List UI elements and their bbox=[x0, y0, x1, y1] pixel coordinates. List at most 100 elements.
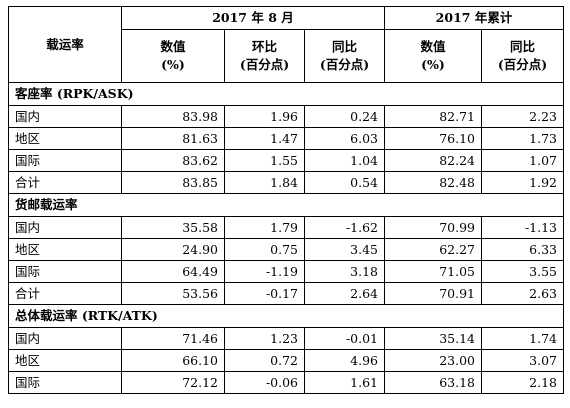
table-row: 国内 83.98 1.96 0.24 82.71 2.23 bbox=[8, 105, 564, 128]
month-mom-header-line2: (百分点) bbox=[239, 57, 290, 72]
cell-ytd-value: 70.99 bbox=[384, 216, 482, 239]
section-row: 总体载运率 (RTK/ATK) bbox=[8, 304, 564, 328]
cell-mom: 1.47 bbox=[224, 127, 305, 150]
cell-ytd-yoy: 1.73 bbox=[481, 127, 564, 150]
table-row: 国际 72.12 -0.06 1.61 63.18 2.18 bbox=[8, 371, 564, 394]
table-row: 国内 71.46 1.23 -0.01 35.14 1.74 bbox=[8, 327, 564, 350]
load-factor-table: 载运率 2017 年 8 月 2017 年累计 数值 (%) 环比 (百分点) … bbox=[8, 6, 564, 394]
cell-ytd-yoy: 2.63 bbox=[481, 282, 564, 305]
cell-ytd-value: 70.91 bbox=[384, 282, 482, 305]
row-label: 国际 bbox=[8, 371, 122, 394]
cell-yoy: 3.45 bbox=[304, 238, 385, 261]
row-label: 国内 bbox=[8, 216, 122, 239]
ytd-value-header-line1: 数值 bbox=[420, 39, 446, 54]
table-body: 客座率 (RPK/ASK) 国内 83.98 1.96 0.24 82.71 2.23 地区 8… bbox=[8, 82, 564, 394]
month-group-header: 2017 年 8 月 bbox=[121, 6, 385, 30]
cell-ytd-yoy: 1.92 bbox=[481, 171, 564, 194]
section-title: 货邮载运率 bbox=[8, 193, 564, 217]
table-row: 合计 83.85 1.84 0.54 82.48 1.92 bbox=[8, 171, 564, 194]
month-value-header: 数值 (%) bbox=[121, 29, 225, 83]
row-label-header: 载运率 bbox=[8, 6, 122, 83]
cell-mom: 1.96 bbox=[224, 105, 305, 128]
table-row: 地区 24.90 0.75 3.45 62.27 6.33 bbox=[8, 238, 564, 261]
cell-yoy: 1.61 bbox=[304, 371, 385, 394]
cell-month-value: 83.98 bbox=[121, 105, 225, 128]
cell-ytd-value: 35.14 bbox=[384, 327, 482, 350]
table-row: 国际 83.62 1.55 1.04 82.24 1.07 bbox=[8, 149, 564, 172]
cell-yoy: 0.54 bbox=[304, 171, 385, 194]
month-value-header-line2: (%) bbox=[161, 57, 185, 72]
cell-ytd-yoy: 1.07 bbox=[481, 149, 564, 172]
month-yoy-header: 同比 (百分点) bbox=[304, 29, 385, 83]
cell-mom: 1.79 bbox=[224, 216, 305, 239]
cell-ytd-value: 23.00 bbox=[384, 349, 482, 372]
table-row: 国内 35.58 1.79 -1.62 70.99 -1.13 bbox=[8, 216, 564, 239]
row-label: 合计 bbox=[8, 282, 122, 305]
cell-yoy: -0.01 bbox=[304, 327, 385, 350]
month-mom-header-line1: 环比 bbox=[251, 39, 277, 54]
row-label: 国内 bbox=[8, 327, 122, 350]
cell-ytd-yoy: 2.18 bbox=[481, 371, 564, 394]
cell-yoy: 3.18 bbox=[304, 260, 385, 283]
row-label: 国际 bbox=[8, 149, 122, 172]
cell-ytd-yoy: 3.07 bbox=[481, 349, 564, 372]
ytd-value-header-line2: (%) bbox=[421, 57, 445, 72]
row-label: 地区 bbox=[8, 238, 122, 261]
cell-month-value: 35.58 bbox=[121, 216, 225, 239]
row-label: 国际 bbox=[8, 260, 122, 283]
cell-month-value: 53.56 bbox=[121, 282, 225, 305]
cell-yoy: 6.03 bbox=[304, 127, 385, 150]
cell-mom: -1.19 bbox=[224, 260, 305, 283]
month-value-header-line1: 数值 bbox=[160, 39, 186, 54]
ytd-yoy-header-line2: (百分点) bbox=[497, 57, 548, 72]
section-row: 客座率 (RPK/ASK) bbox=[8, 82, 564, 106]
cell-yoy: 0.24 bbox=[304, 105, 385, 128]
section-title: 总体载运率 (RTK/ATK) bbox=[8, 304, 564, 328]
cell-yoy: 1.04 bbox=[304, 149, 385, 172]
cell-month-value: 83.62 bbox=[121, 149, 225, 172]
table-row: 地区 81.63 1.47 6.03 76.10 1.73 bbox=[8, 127, 564, 150]
cell-mom: -0.06 bbox=[224, 371, 305, 394]
cell-month-value: 66.10 bbox=[121, 349, 225, 372]
row-label: 地区 bbox=[8, 127, 122, 150]
cell-month-value: 83.85 bbox=[121, 171, 225, 194]
cell-ytd-yoy: -1.13 bbox=[481, 216, 564, 239]
cell-mom: 1.23 bbox=[224, 327, 305, 350]
month-mom-header: 环比 (百分点) bbox=[224, 29, 305, 83]
row-label: 合计 bbox=[8, 171, 122, 194]
cell-ytd-value: 82.24 bbox=[384, 149, 482, 172]
cell-mom: 1.55 bbox=[224, 149, 305, 172]
cell-ytd-value: 62.27 bbox=[384, 238, 482, 261]
ytd-value-header: 数值 (%) bbox=[384, 29, 482, 83]
cell-month-value: 64.49 bbox=[121, 260, 225, 283]
cell-yoy: 4.96 bbox=[304, 349, 385, 372]
cell-month-value: 81.63 bbox=[121, 127, 225, 150]
cell-mom: 1.84 bbox=[224, 171, 305, 194]
cell-mom: -0.17 bbox=[224, 282, 305, 305]
ytd-yoy-header: 同比 (百分点) bbox=[481, 29, 564, 83]
section-title: 客座率 (RPK/ASK) bbox=[8, 82, 564, 106]
cell-yoy: 2.64 bbox=[304, 282, 385, 305]
cell-mom: 0.75 bbox=[224, 238, 305, 261]
month-yoy-header-line2: (百分点) bbox=[319, 57, 370, 72]
section-row: 货邮载运率 bbox=[8, 193, 564, 217]
month-yoy-header-line1: 同比 bbox=[331, 39, 357, 54]
cell-yoy: -1.62 bbox=[304, 216, 385, 239]
ytd-yoy-header-line1: 同比 bbox=[509, 39, 535, 54]
cell-ytd-value: 82.71 bbox=[384, 105, 482, 128]
cell-month-value: 24.90 bbox=[121, 238, 225, 261]
table-row: 国际 64.49 -1.19 3.18 71.05 3.55 bbox=[8, 260, 564, 283]
cell-month-value: 72.12 bbox=[121, 371, 225, 394]
cell-ytd-yoy: 2.23 bbox=[481, 105, 564, 128]
cell-ytd-yoy: 3.55 bbox=[481, 260, 564, 283]
ytd-group-header: 2017 年累计 bbox=[384, 6, 564, 30]
row-label: 国内 bbox=[8, 105, 122, 128]
row-label: 地区 bbox=[8, 349, 122, 372]
cell-ytd-value: 71.05 bbox=[384, 260, 482, 283]
cell-mom: 0.72 bbox=[224, 349, 305, 372]
cell-ytd-yoy: 1.74 bbox=[481, 327, 564, 350]
cell-ytd-value: 76.10 bbox=[384, 127, 482, 150]
cell-month-value: 71.46 bbox=[121, 327, 225, 350]
cell-ytd-value: 82.48 bbox=[384, 171, 482, 194]
cell-ytd-value: 63.18 bbox=[384, 371, 482, 394]
